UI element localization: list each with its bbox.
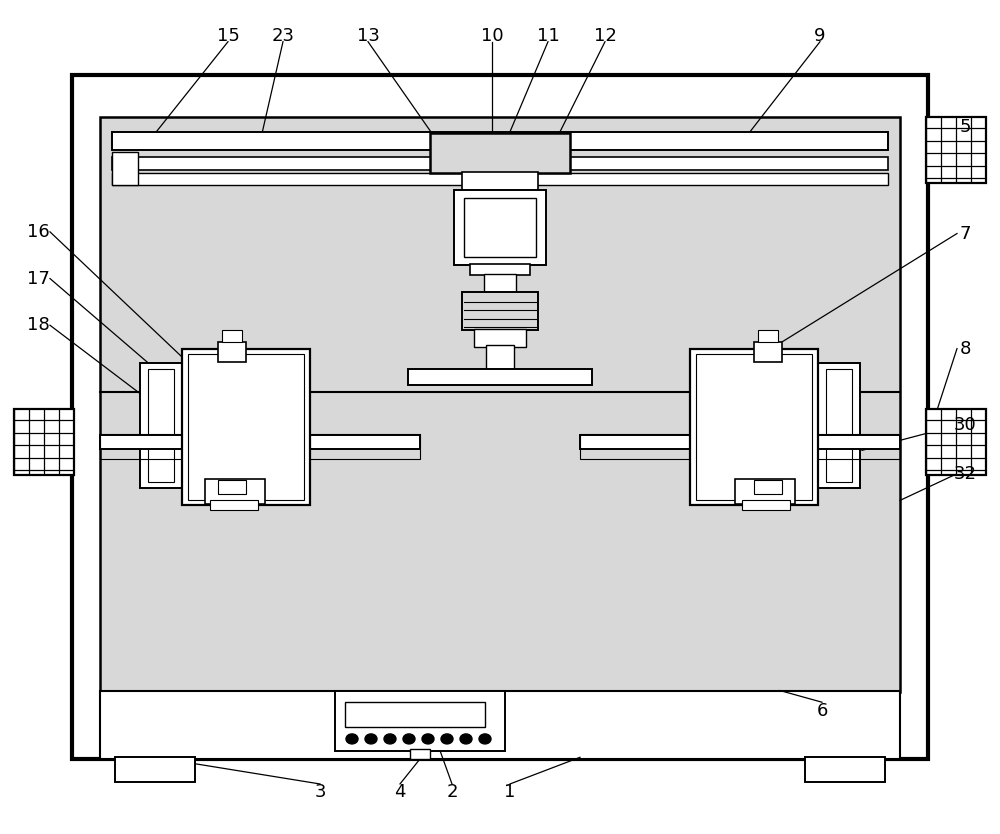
Bar [100, 435, 420, 449]
Bar [14, 409, 74, 475]
Bar [112, 157, 888, 170]
Text: 17: 17 [27, 269, 49, 288]
Text: 8: 8 [959, 339, 971, 358]
Circle shape [460, 734, 472, 744]
Bar [735, 479, 795, 504]
Text: 12: 12 [594, 27, 616, 45]
Bar [454, 190, 546, 265]
Bar [408, 369, 592, 385]
Text: 16: 16 [27, 223, 49, 241]
Text: 10: 10 [481, 27, 503, 45]
Bar [345, 702, 485, 727]
Bar [754, 480, 782, 494]
Bar [470, 264, 530, 275]
Bar [410, 749, 430, 759]
Bar [182, 349, 310, 505]
Bar [754, 342, 782, 362]
Circle shape [346, 734, 358, 744]
Bar [218, 480, 246, 494]
Bar [218, 342, 246, 362]
Bar [112, 152, 138, 185]
Circle shape [384, 734, 396, 744]
Bar [926, 117, 986, 183]
Bar [464, 198, 536, 257]
Circle shape [441, 734, 453, 744]
Bar [580, 434, 900, 459]
Circle shape [365, 734, 377, 744]
Bar [696, 354, 812, 500]
Bar [112, 173, 888, 185]
Bar [742, 500, 790, 510]
Text: 11: 11 [537, 27, 559, 45]
Bar [758, 330, 778, 342]
Circle shape [479, 734, 491, 744]
Bar [486, 345, 514, 369]
Bar [100, 691, 900, 759]
Text: 9: 9 [814, 27, 826, 45]
Bar [926, 409, 986, 475]
Text: 2: 2 [446, 783, 458, 801]
Circle shape [403, 734, 415, 744]
Bar [115, 757, 195, 782]
Text: 5: 5 [959, 118, 971, 136]
Text: 18: 18 [27, 316, 49, 334]
Bar [818, 363, 860, 488]
Text: 13: 13 [357, 27, 379, 45]
Text: 6: 6 [816, 701, 828, 720]
Text: 32: 32 [954, 465, 976, 483]
Bar [140, 363, 182, 488]
Bar [805, 757, 885, 782]
Text: 1: 1 [504, 783, 516, 801]
Bar [222, 330, 242, 342]
Bar [580, 435, 900, 449]
Bar [484, 274, 516, 294]
Text: 15: 15 [217, 27, 239, 45]
Bar [210, 500, 258, 510]
Bar [72, 75, 928, 759]
Bar [100, 434, 420, 459]
Bar [690, 349, 818, 505]
Bar [430, 133, 570, 173]
Bar [462, 172, 538, 192]
Text: 4: 4 [394, 783, 406, 801]
Text: 30: 30 [954, 416, 976, 435]
Bar [474, 329, 526, 347]
Bar [462, 292, 538, 330]
Bar [188, 354, 304, 500]
Bar [100, 117, 900, 692]
Bar [335, 691, 505, 751]
Bar [148, 369, 174, 482]
Circle shape [422, 734, 434, 744]
Text: 7: 7 [959, 224, 971, 243]
Bar [205, 479, 265, 504]
Text: 23: 23 [272, 27, 294, 45]
Text: 3: 3 [314, 783, 326, 801]
Bar [826, 369, 852, 482]
Bar [112, 132, 888, 150]
